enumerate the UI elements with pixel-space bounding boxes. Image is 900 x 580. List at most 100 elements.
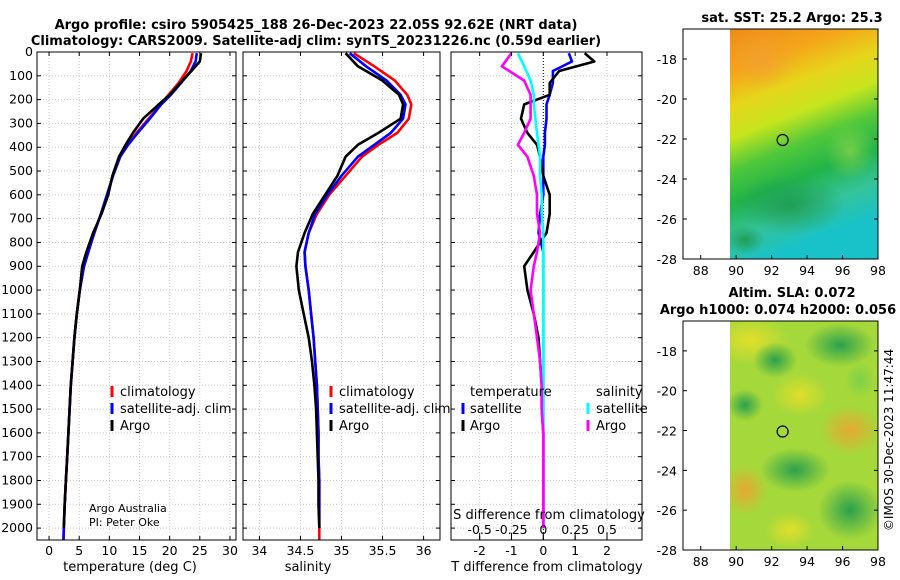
y-tick-label: 200 — [9, 92, 33, 107]
y-tick-label: 300 — [9, 115, 33, 130]
x-tick-label: 30 — [222, 543, 238, 558]
map-y-tick-label: -24 — [657, 463, 677, 478]
s-axis-tick-label: 0.25 — [561, 522, 589, 537]
x-tick-label: 0 — [539, 543, 547, 558]
sst-field — [730, 29, 878, 259]
s-difference-xlabel: S difference from climatology — [453, 508, 645, 523]
map-x-tick-label: 94 — [799, 263, 815, 278]
map-x-tick-label: 96 — [835, 263, 851, 278]
y-tick-label: 500 — [9, 163, 33, 178]
legend-climatology-label: climatology — [339, 385, 415, 400]
legend-salinity-title: salinity — [596, 385, 643, 400]
map-x-tick-label: 96 — [835, 554, 851, 569]
sla-float-marker — [776, 425, 789, 438]
sla-map-border — [682, 320, 879, 551]
sla-blob — [730, 389, 763, 421]
series-satellite-adj-clim — [62, 53, 199, 541]
y-tick-label: 1600 — [1, 425, 33, 440]
y-tick-label: 1700 — [1, 449, 33, 464]
map-y-tick-label: -24 — [657, 172, 677, 187]
map-y-tick-label: -26 — [657, 212, 677, 227]
y-tick-label: 1100 — [1, 306, 33, 321]
y-tick-label: 0 — [25, 44, 33, 59]
sla-blob — [805, 323, 875, 367]
s-axis-tick-label: 0.5 — [597, 522, 617, 537]
map-y-tick-label: -18 — [657, 52, 677, 67]
x-tick-label: 15 — [132, 543, 148, 558]
s-axis-tick-label: -0.5 — [467, 522, 491, 537]
sst-map-title: sat. SST: 25.2 Argo: 25.3 — [701, 11, 882, 26]
x-tick-label: 2 — [603, 543, 611, 558]
map-x-tick-label: 88 — [693, 554, 709, 569]
sla-map: Altim. SLA: 0.072 Argo h1000: 0.074 h200… — [657, 286, 897, 569]
credit-line2: PI: Peter Oke — [89, 516, 160, 529]
series-satellite-adj-clim — [303, 52, 407, 529]
sla-blob — [845, 362, 875, 398]
sst-map-border — [682, 28, 879, 260]
x-tick-label: 35.5 — [369, 543, 397, 558]
series-s-argo — [500, 52, 545, 529]
y-tick-label: 100 — [9, 68, 33, 83]
sst-blob — [825, 120, 875, 180]
y-tick-label: 900 — [9, 258, 33, 273]
sla-map-title-line2: Argo h1000: 0.074 h2000: 0.056 — [660, 303, 896, 318]
y-tick-label: 400 — [9, 139, 33, 154]
y-tick-label: 1800 — [1, 472, 33, 487]
difference-temperature-legend: temperature satellite Argo — [461, 385, 552, 434]
map-y-tick-label: -28 — [657, 543, 677, 558]
legend-climatology-label: climatology — [120, 385, 196, 400]
x-tick-label: -1 — [505, 543, 517, 558]
map-y-tick-label: -26 — [657, 503, 677, 518]
sla-blob — [730, 465, 767, 515]
salinity-xlabel: salinity — [285, 560, 332, 575]
sla-map-axes: 88 90 92 94 96 98 -18 -20 -22 -24 -26 -28 — [657, 344, 886, 569]
legend-temperature-title: temperature — [470, 385, 552, 400]
legend-argo-label: Argo — [339, 419, 369, 434]
sla-blob — [818, 480, 878, 540]
y-tick-label: 1400 — [1, 377, 33, 392]
x-tick-label: 25 — [192, 543, 208, 558]
legend-argo-label: Argo — [120, 419, 150, 434]
axes-frame — [450, 51, 643, 541]
y-tick-label: 600 — [9, 187, 33, 202]
y-tick-label: 1500 — [1, 401, 33, 416]
y-tick-label: 2000 — [1, 520, 33, 535]
legend-s-argo-label: Argo — [596, 419, 626, 434]
x-tick-label: 0 — [45, 543, 53, 558]
map-x-tick-label: 90 — [728, 263, 744, 278]
sst-float-marker — [776, 133, 789, 147]
s-axis-tick-label: 0 — [539, 522, 547, 537]
sla-blob — [820, 405, 878, 455]
y-tick-label: 1200 — [1, 330, 33, 345]
difference-salinity-legend: salinity satellite Argo — [586, 385, 648, 434]
x-tick-label: 1 — [571, 543, 579, 558]
map-x-tick-label: 98 — [870, 263, 886, 278]
sla-blob — [753, 342, 797, 378]
y-tick-label: 800 — [9, 234, 33, 249]
sla-blob — [765, 512, 815, 548]
map-x-tick-label: 94 — [799, 554, 815, 569]
sla-blob — [760, 448, 830, 492]
x-tick-label: 5 — [75, 543, 83, 558]
series-argo — [62, 53, 203, 529]
legend-satellite-label: satellite-adj. clim — [120, 402, 232, 417]
sst-warm-blob — [730, 30, 795, 90]
sst-map-axes: 88 90 92 94 96 98 -18 -20 -22 -24 -26 -28 — [657, 52, 886, 278]
map-y-tick-label: -22 — [657, 132, 677, 147]
x-tick-label: 34.5 — [287, 543, 315, 558]
sst-map: sat. SST: 25.2 Argo: 25.3 88 90 92 94 96 98 -1… — [657, 11, 886, 278]
legend-t-argo-label: Argo — [470, 419, 500, 434]
sla-blob — [772, 373, 828, 417]
map-x-tick-label: 88 — [693, 263, 709, 278]
header-title-line1: Argo profile: csiro 5905425_188 26-Dec-2… — [55, 18, 578, 33]
salinity-panel: 34 34.5 35 35.5 36 — [242, 51, 441, 558]
map-x-tick-label: 92 — [764, 263, 780, 278]
difference-panel: -2 -1 0 1 2 -0.5 -0.25 0 0.25 0.5 — [450, 51, 643, 558]
map-y-tick-label: -20 — [657, 384, 677, 399]
legend-t-satellite-label: satellite — [470, 402, 522, 417]
temperature-legend: climatology satellite-adj. clim Argo — [110, 385, 232, 434]
map-x-tick-label: 98 — [870, 554, 886, 569]
y-tick-label: 1300 — [1, 353, 33, 368]
imos-timestamp: ©IMOS 30-Dec-2023 11:47:44 — [882, 349, 896, 531]
